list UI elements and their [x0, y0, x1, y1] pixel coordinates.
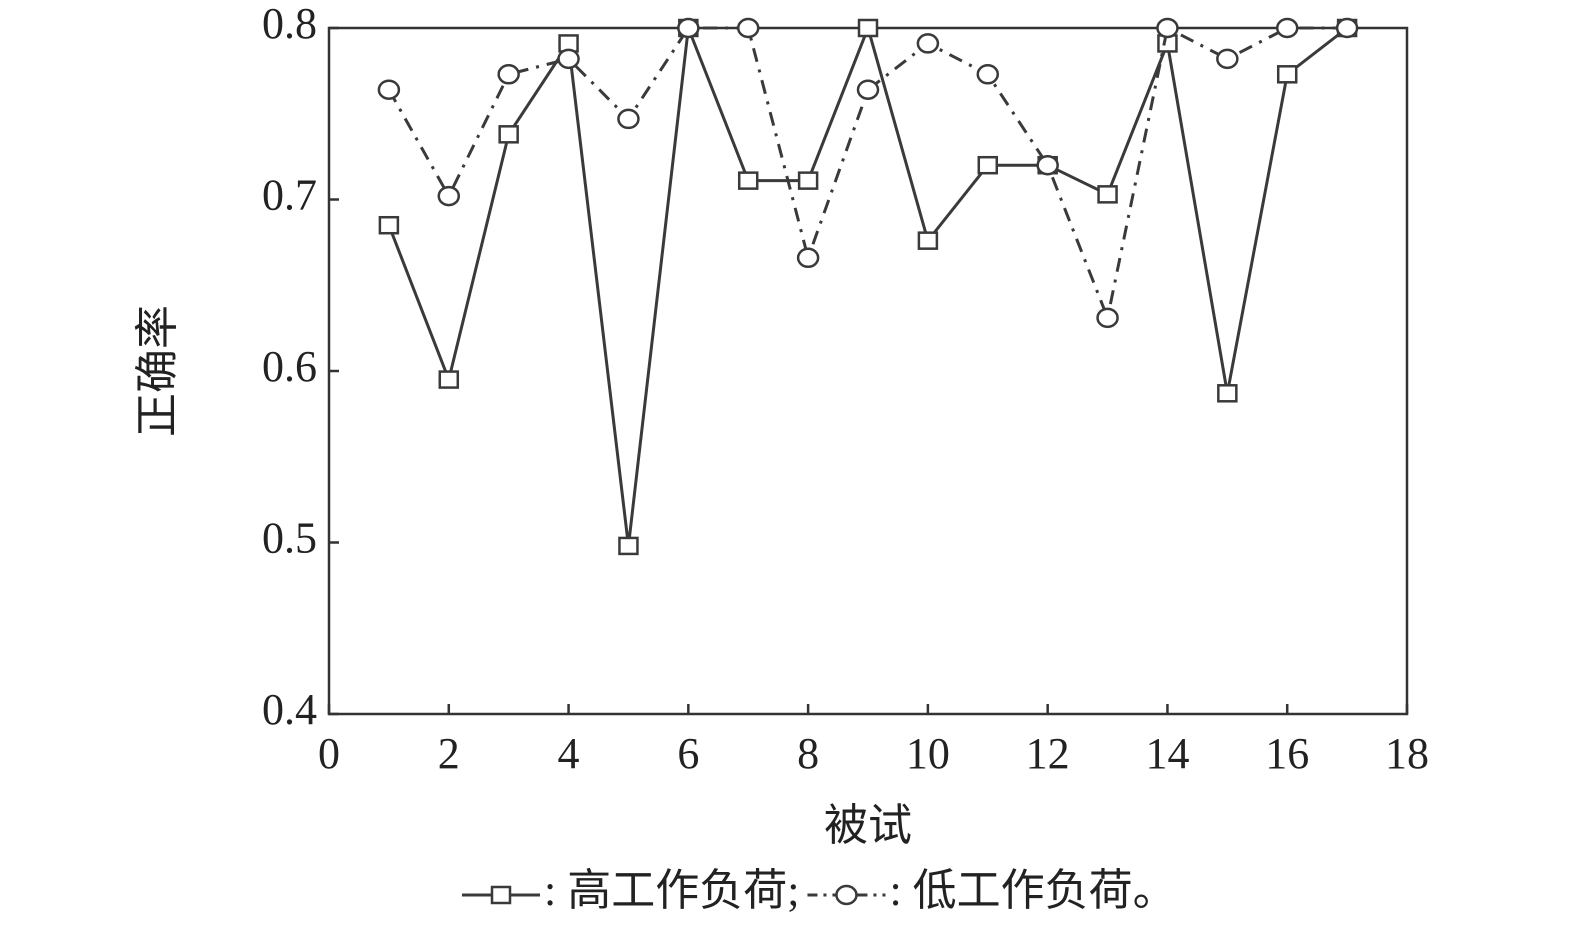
- marker: [677, 17, 700, 39]
- marker: [1276, 65, 1298, 84]
- x-tick-label: 10: [906, 729, 950, 778]
- marker: [1217, 384, 1238, 403]
- marker: [378, 215, 400, 235]
- marker: [618, 536, 639, 556]
- marker: [1036, 154, 1059, 176]
- marker: [497, 64, 520, 85]
- marker: [498, 125, 519, 144]
- marker: [737, 171, 759, 190]
- x-tick-label: 6: [677, 729, 699, 778]
- x-tick-label: 4: [558, 729, 580, 778]
- marker: [1097, 185, 1118, 204]
- marker: [796, 247, 820, 269]
- marker: [856, 79, 880, 100]
- marker: [377, 79, 401, 100]
- marker: [797, 171, 819, 190]
- x-tick-label: 2: [438, 729, 460, 778]
- plot-frame: [327, 26, 1409, 716]
- marker: [1335, 17, 1359, 39]
- x-tick-label: 0: [318, 729, 340, 778]
- legend-label: : 低工作负荷。: [889, 866, 1176, 915]
- marker: [736, 17, 760, 39]
- marker: [438, 370, 460, 389]
- y-tick-label: 0.7: [262, 171, 317, 220]
- series-line: [387, 23, 1349, 547]
- legend-marker: [490, 885, 512, 905]
- marker: [1096, 307, 1119, 329]
- series-line: [387, 25, 1348, 324]
- y-axis-label: 正确率: [133, 305, 182, 437]
- y-tick-label: 0.8: [262, 0, 317, 48]
- marker: [917, 231, 939, 250]
- marker: [1216, 48, 1239, 70]
- marker: [1156, 17, 1179, 39]
- x-tick-label: 14: [1145, 729, 1189, 778]
- y-tick-label: 0.5: [262, 514, 317, 563]
- marker: [1275, 17, 1299, 39]
- x-tick-label: 12: [1026, 729, 1070, 778]
- x-tick-label: 18: [1385, 729, 1429, 778]
- x-axis-label: 被试: [824, 801, 912, 850]
- marker: [916, 33, 940, 54]
- marker: [557, 48, 580, 70]
- marker: [857, 18, 879, 38]
- marker: [977, 155, 999, 175]
- y-tick-label: 0.4: [262, 685, 317, 734]
- legend-label: : 高工作负荷;: [544, 866, 799, 915]
- y-tick-label: 0.6: [262, 342, 317, 391]
- marker: [437, 185, 461, 207]
- marker: [976, 64, 1000, 85]
- legend-marker: [835, 884, 858, 906]
- x-tick-label: 16: [1265, 729, 1309, 778]
- marker: [617, 108, 640, 130]
- x-tick-label: 8: [797, 729, 819, 778]
